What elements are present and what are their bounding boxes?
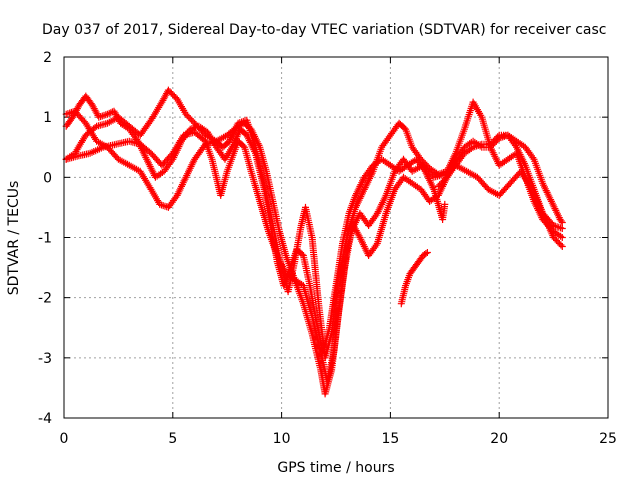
data-points: [62, 86, 566, 398]
y-tick-label: 2: [43, 50, 52, 66]
x-axis-label: GPS time / hours: [277, 460, 394, 476]
data-point: [298, 250, 306, 258]
plot-frame: [63, 56, 609, 419]
data-point: [558, 225, 566, 232]
data-point: [104, 110, 111, 118]
data-point: [167, 89, 175, 97]
data-point: [441, 200, 449, 208]
data-point: [557, 217, 565, 225]
series-track-6: [434, 131, 566, 226]
y-tick-label: -2: [38, 291, 52, 307]
chart-title: Day 037 of 2017, Sidereal Day-to-day VTE…: [42, 22, 606, 38]
x-tick-label: 20: [490, 431, 508, 447]
x-tick-label: 0: [60, 431, 69, 447]
data-point: [558, 243, 566, 250]
data-point: [372, 241, 380, 249]
data-point: [558, 234, 566, 241]
axis-ticks: 0 5 10 15 20 25 -4 -3 -2 -1 0 1 2: [38, 50, 617, 447]
y-tick-label: 0: [43, 170, 52, 186]
series-track-5: [397, 249, 431, 308]
x-tick-label: 15: [381, 431, 399, 447]
series-track-3: [62, 128, 566, 386]
y-tick-label: 1: [43, 110, 52, 126]
y-axis-label: SDTVAR / TECUs: [6, 181, 22, 296]
data-point: [469, 143, 477, 151]
x-tick-label: 5: [168, 431, 177, 447]
series-track-4: [62, 92, 449, 356]
data-point: [520, 142, 528, 150]
data-point: [494, 133, 502, 141]
data-point: [558, 219, 566, 226]
data-point: [557, 241, 565, 249]
x-tick-label: 10: [273, 431, 291, 447]
data-point: [422, 250, 430, 257]
data-point: [102, 111, 110, 119]
data-point: [529, 154, 537, 162]
y-tick-label: -1: [38, 231, 52, 247]
y-tick-label: -3: [38, 351, 52, 367]
data-point: [557, 232, 565, 240]
y-tick-label: -4: [38, 411, 52, 427]
data-point: [423, 249, 431, 256]
data-point: [459, 145, 467, 153]
x-tick-label: 25: [599, 431, 617, 447]
